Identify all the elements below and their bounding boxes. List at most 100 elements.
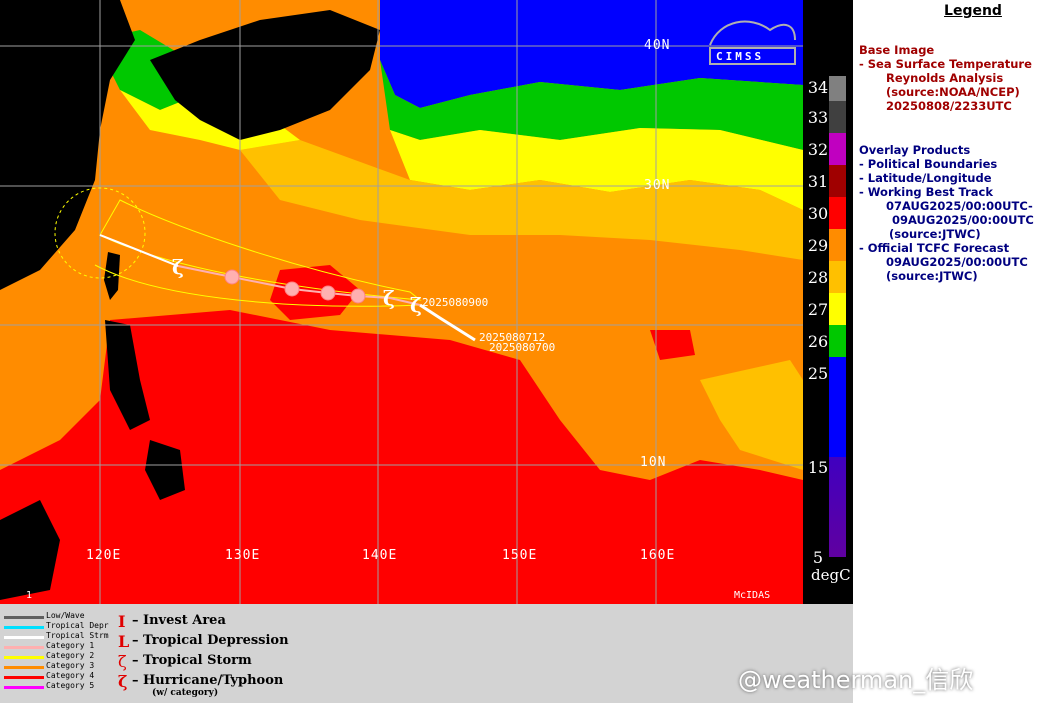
- legend-panel: Legend Base Image - Sea Surface Temperat…: [853, 0, 1040, 703]
- warm-red-blob-east: [650, 330, 695, 360]
- cb-seg-28: [829, 261, 846, 293]
- sst-map-graphic: ζ ζ ζ: [0, 0, 803, 604]
- forecast-cone: [99, 199, 422, 301]
- ts-symbol: ζ: [172, 255, 184, 279]
- key-label-cat2: Category 2: [46, 651, 95, 660]
- invest-label: – Invest Area: [132, 613, 226, 628]
- typhoon-icon: ζ: [118, 672, 128, 691]
- storm-label: – Tropical Storm: [132, 653, 252, 668]
- cb-tick-27: 27: [807, 300, 829, 319]
- cb-seg-31: [829, 165, 846, 197]
- storm-icon: ζ: [118, 652, 127, 671]
- ts-symbol: ζ: [383, 286, 395, 310]
- forecast-track-ts: [99, 234, 179, 267]
- track-label-2025080700: 2025080700: [489, 341, 556, 354]
- cimss-logo-text: CIMSS: [716, 50, 765, 63]
- lon-label-120e: 120E: [86, 548, 122, 563]
- lon-label-160e: 160E: [640, 548, 676, 563]
- best-track-line: [419, 303, 476, 342]
- cimss-logo: [709, 20, 796, 65]
- cb-seg-34: [829, 76, 846, 101]
- key-label-cat5: Category 5: [46, 681, 95, 690]
- sst-map: ζ ζ ζ 40N 30N 10N 120E 130E 140E 150E 16…: [0, 0, 803, 604]
- typhoon-label: – Hurricane/Typhoon: [132, 673, 284, 688]
- cb-tick-29: 29: [807, 236, 829, 255]
- cb-seg-26: [829, 325, 846, 357]
- legend-overlay-line: (source:JTWC): [889, 227, 981, 241]
- depression-icon: L: [118, 632, 130, 651]
- cooler-east-patch: [700, 360, 803, 470]
- lat-label-30n: 30N: [644, 178, 671, 193]
- invest-icon: I: [118, 612, 126, 631]
- cb-seg-cold: [829, 457, 846, 557]
- key-label-cat1: Category 1: [46, 641, 95, 650]
- cb-tick-33: 33: [807, 108, 829, 127]
- key-line-cat3: [4, 666, 44, 669]
- forecast-radius-circle: [54, 187, 146, 279]
- weibo-watermark: @weatherman_信欣: [738, 666, 974, 694]
- cb-seg-27: [829, 293, 846, 325]
- legend-overlay-line: 09AUG2025/00:00UTC: [892, 213, 1034, 227]
- cat1-circles: [224, 269, 366, 304]
- lat-label-10n: 10N: [640, 455, 667, 470]
- key-label-td: Tropical Depr: [46, 621, 109, 630]
- depression-label: – Tropical Depression: [132, 633, 289, 648]
- key-line-low: [4, 616, 44, 619]
- mcidas-label: McIDAS: [734, 590, 771, 601]
- key-label-low: Low/Wave: [46, 611, 85, 620]
- track-symbols: ζ ζ ζ: [172, 255, 422, 317]
- key-line-cat2: [4, 656, 44, 659]
- mindanao-landmass: [145, 440, 185, 500]
- key-line-td: [4, 626, 44, 629]
- lon-label-150e: 150E: [502, 548, 538, 563]
- korea-japan-landmass: [150, 10, 380, 140]
- legend-base-line: Reynolds Analysis: [886, 71, 1004, 85]
- track-key: Low/Wave Tropical Depr Tropical Strm Cat…: [0, 604, 853, 703]
- key-line-cat5: [4, 686, 44, 689]
- cb-tick-15: 15: [807, 458, 829, 477]
- forecast-track-line: [99, 234, 421, 306]
- legend-base-line: - Sea Surface Temperature: [859, 57, 1032, 71]
- legend-overlay-line: - Political Boundaries: [859, 157, 998, 171]
- category-note: (w/ category): [152, 688, 219, 698]
- legend-base-line: (source:NOAA/NCEP): [886, 85, 1020, 99]
- temperature-colorbar: 34 33 32 31 30 29 28 27 26 25 15 5 degC: [803, 0, 853, 604]
- cb-unit-label: degC: [811, 566, 851, 584]
- track-label-2025080900: 2025080900: [422, 296, 489, 309]
- cb-tick-34: 34: [807, 78, 829, 97]
- luzon-landmass: [105, 320, 150, 430]
- legend-overlay-header: Overlay Products: [859, 143, 971, 157]
- lon-label-140e: 140E: [362, 548, 398, 563]
- cb-tick-31: 31: [807, 172, 829, 191]
- frame-number: 1: [26, 590, 33, 601]
- legend-overlay-line: - Working Best Track: [859, 185, 994, 199]
- legend-overlay-line: - Latitude/Longitude: [859, 171, 992, 185]
- cb-seg-33: [829, 101, 846, 133]
- lat-label-40n: 40N: [644, 38, 671, 53]
- key-line-ts: [4, 636, 44, 639]
- ts-symbol: ζ: [410, 293, 422, 317]
- cb-tick-32: 32: [807, 140, 829, 159]
- key-line-cat1: [4, 646, 44, 649]
- cb-tick-26: 26: [807, 332, 829, 351]
- cool-water-band: [380, 60, 803, 150]
- legend-overlay-line: (source:JTWC): [886, 269, 978, 283]
- legend-overlay-line: 07AUG2025/00:00UTC-: [886, 199, 1033, 213]
- legend-base-line: 20250808/2233UTC: [886, 99, 1012, 113]
- cb-seg-30: [829, 197, 846, 229]
- key-line-cat4: [4, 676, 44, 679]
- cold-water-region: [380, 0, 803, 108]
- legend-overlay-line: 09AUG2025/00:00UTC: [886, 255, 1028, 269]
- cb-tick-28: 28: [807, 268, 829, 287]
- sst-27-band: [390, 128, 803, 210]
- key-label-cat3: Category 3: [46, 661, 95, 670]
- china-landmass: [0, 0, 135, 290]
- cb-seg-25: [829, 357, 846, 457]
- key-label-cat4: Category 4: [46, 671, 95, 680]
- legend-overlay-line: - Official TCFC Forecast: [859, 241, 1010, 255]
- sst-28-band: [240, 140, 803, 260]
- lon-label-130e: 130E: [225, 548, 261, 563]
- cb-seg-32: [829, 133, 846, 165]
- legend-base-header: Base Image: [859, 43, 935, 57]
- legend-title: Legend: [944, 3, 1002, 19]
